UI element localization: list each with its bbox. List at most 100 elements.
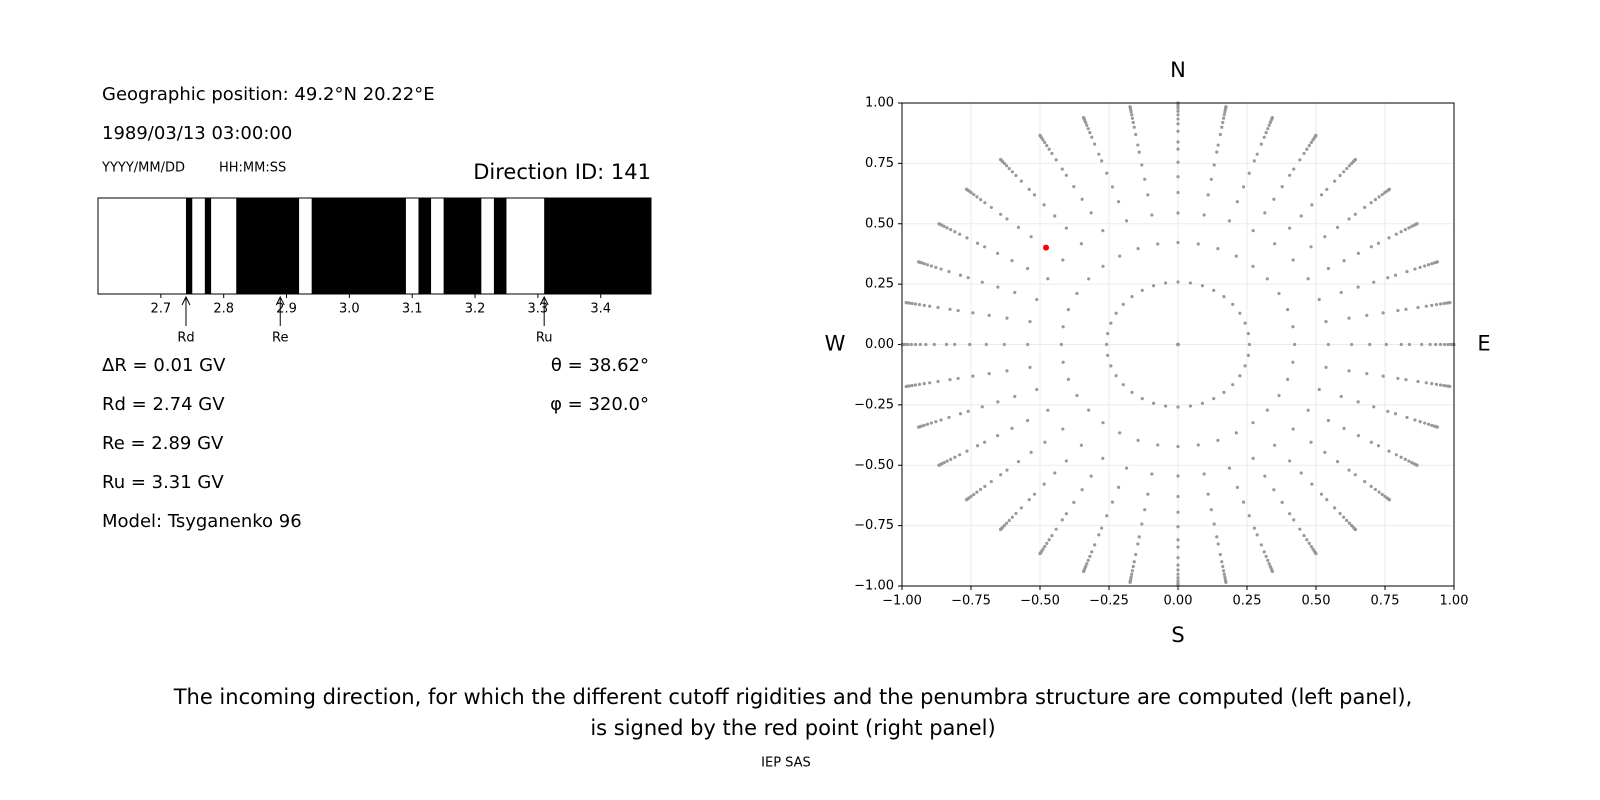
direction-point [1140,288,1144,292]
direction-point [947,269,951,274]
direction-point [1176,444,1180,449]
direction-point [1106,332,1110,336]
direction-point [972,192,976,197]
direction-point [987,372,991,376]
direction-point [1251,264,1255,268]
direction-point [1369,484,1373,488]
direction-point [1356,400,1360,404]
direction-point [910,383,914,388]
direction-point [1016,460,1021,464]
direction-point [975,195,979,199]
direction-point [1054,527,1058,531]
direction-point [909,342,914,347]
direction-point [1043,440,1047,444]
direction-point [1373,197,1377,202]
direction-point [1446,342,1450,347]
direction-point [1434,342,1438,347]
direction-point [1221,120,1225,125]
direction-point [996,400,1000,404]
direction-point [1306,408,1310,412]
direction-point [1176,175,1180,179]
direction-point [1438,383,1443,387]
cutoff-arrow-head [539,295,549,306]
direction-point [1050,151,1054,156]
direction-point [1393,412,1398,416]
direction-point [1060,518,1064,522]
direction-point [1339,394,1343,399]
direction-point [1399,455,1403,459]
direction-point [1061,258,1065,262]
direction-point [1209,508,1213,512]
phi: φ = 320.0° [550,394,649,415]
direction-point [1396,308,1400,313]
direction-point [975,490,979,494]
direction-point [1109,364,1113,368]
direction-point [1310,482,1314,486]
direction-point [1238,311,1242,315]
direction-point [1104,342,1109,347]
direction-point [1423,421,1427,425]
direction-point [1005,468,1009,472]
direction-point [1176,556,1180,560]
direction-point [1252,526,1256,530]
direction-point [1319,492,1324,496]
direction-point [1335,460,1340,464]
x-tick-label: 2.9 [276,302,297,317]
direction-point [917,260,921,264]
direction-point [1007,166,1011,171]
direction-point [1032,492,1037,496]
direction-point [1082,569,1086,574]
direction-point [953,455,957,459]
direction-point [1323,450,1327,454]
direction-point [1121,302,1125,306]
direction-point [1246,332,1250,336]
direction-point [1136,438,1140,443]
direction-point [1396,376,1400,381]
info-line: Ru = 3.31 GV [102,472,224,493]
direction-point [1224,580,1228,584]
direction-point [1132,560,1136,564]
direction-point [1176,240,1180,245]
direction-point [1163,404,1168,408]
direction-point [929,421,933,425]
direction-point [1288,459,1292,463]
x-tick-label: 3.2 [465,302,486,317]
direction-point [1209,177,1213,181]
direction-point [1002,342,1006,347]
direction-point [1218,552,1222,557]
direction-point [1393,273,1398,277]
direction-point [1151,401,1156,405]
direction-point [1130,569,1135,573]
x-tick-label: 2.8 [213,302,234,317]
direction-point [1072,500,1076,504]
time-format: HH:MM:SS [219,161,286,176]
direction-point [1109,321,1113,325]
direction-point [1347,316,1351,320]
direction-point [1143,508,1147,512]
direction-point [1097,533,1101,537]
direction-point [1255,533,1259,537]
x-tick-label: 0.75 [1371,594,1400,609]
direction-point [1241,500,1246,504]
direction-point [1305,147,1309,151]
direction-point [1326,266,1331,271]
direction-point [1407,459,1411,463]
direction-point [922,303,926,307]
direction-point [1426,422,1431,426]
direction-point [1100,159,1104,163]
direction-point [1118,254,1122,258]
y-tick-label: 0.00 [865,337,894,352]
forbidden-band [204,198,212,294]
direction-point [1415,222,1419,226]
direction-point [1263,474,1267,478]
direction-point [1262,550,1266,554]
direction-point [1381,311,1385,315]
direction-point [1416,305,1420,310]
direction-point [956,376,960,381]
direction-point [1266,127,1270,131]
direction-point [1264,131,1268,135]
direction-point [989,479,993,484]
direction-point [1227,466,1232,470]
direction-point [1130,572,1134,576]
direction-point [1356,251,1360,255]
